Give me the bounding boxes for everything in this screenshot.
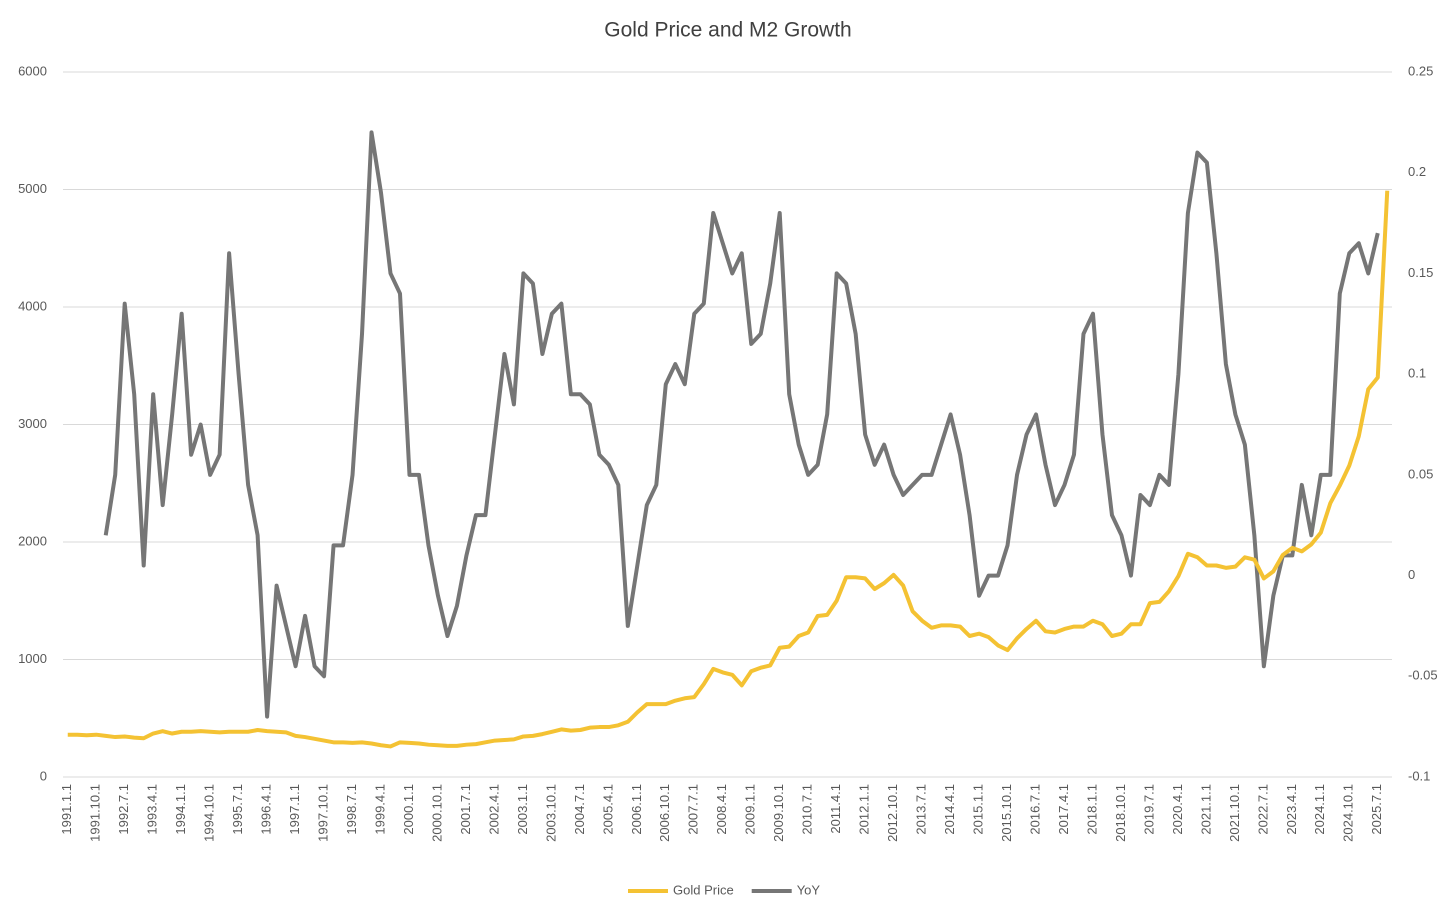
x-tick-label: 1997.1.1 <box>287 784 302 835</box>
x-tick-label: 1993.4.1 <box>145 784 160 835</box>
x-tick-label: 1991.10.1 <box>88 784 103 842</box>
x-tick-label: 2015.10.1 <box>999 784 1014 842</box>
x-tick-label: 2003.1.1 <box>515 784 530 835</box>
series-line <box>67 190 1390 749</box>
chart-title: Gold Price and M2 Growth <box>604 19 851 42</box>
x-tick-label: 1991.1.1 <box>59 784 74 835</box>
x-tick-label: 2017.4.1 <box>1056 784 1071 835</box>
x-tick-label: 2024.10.1 <box>1341 784 1356 842</box>
y2-tick-label: -0.1 <box>1408 768 1430 783</box>
x-tick-label: 2015.1.1 <box>970 784 985 835</box>
x-tick-label: 2000.10.1 <box>429 784 444 842</box>
x-tick-label: 1996.4.1 <box>259 784 274 835</box>
x-tick-label: 1999.4.1 <box>372 784 387 835</box>
y2-tick-label: 0.25 <box>1408 63 1433 78</box>
x-tick-label: 1997.10.1 <box>315 784 330 842</box>
x-tick-label: 2008.4.1 <box>714 784 729 835</box>
x-tick-label: 1995.7.1 <box>230 784 245 835</box>
x-tick-label: 2011.4.1 <box>828 784 843 834</box>
y-tick-label: 5000 <box>18 181 47 196</box>
x-tick-label: 2005.4.1 <box>600 784 615 835</box>
x-tick-label: 2021.10.1 <box>1227 784 1242 842</box>
y-tick-label: 2000 <box>18 533 47 548</box>
x-tick-label: 2025.7.1 <box>1369 784 1384 835</box>
y-tick-label: 1000 <box>18 651 47 666</box>
x-tick-label: 2006.1.1 <box>629 784 644 835</box>
x-tick-label: 2021.1.1 <box>1198 784 1213 835</box>
x-tick-label: 2014.4.1 <box>942 784 957 835</box>
x-tick-label: 2023.4.1 <box>1284 784 1299 835</box>
x-tick-label: 2004.7.1 <box>572 784 587 835</box>
y2-tick-label: 0.1 <box>1408 366 1426 381</box>
x-tick-label: 2013.7.1 <box>914 784 929 835</box>
x-tick-label: 2007.7.1 <box>686 784 701 835</box>
legend-label: YoY <box>797 882 821 897</box>
x-tick-label: 2018.10.1 <box>1113 784 1128 842</box>
x-tick-label: 1994.10.1 <box>202 784 217 842</box>
y2-tick-label: -0.05 <box>1408 668 1438 683</box>
y2-tick-label: 0.15 <box>1408 265 1433 280</box>
x-tick-label: 2002.4.1 <box>486 784 501 835</box>
y-tick-label: 6000 <box>18 63 47 78</box>
y2-tick-label: 0 <box>1408 567 1415 582</box>
x-tick-label: 2010.7.1 <box>800 784 815 835</box>
legend-label: Gold Price <box>673 882 734 897</box>
x-tick-label: 2022.7.1 <box>1255 784 1270 835</box>
x-tick-label: 2012.1.1 <box>857 784 872 835</box>
x-tick-label: 2000.1.1 <box>401 784 416 835</box>
x-tick-label: 2024.1.1 <box>1312 784 1327 835</box>
y-tick-label: 3000 <box>18 416 47 431</box>
x-tick-label: 2012.10.1 <box>885 784 900 842</box>
x-tick-label: 2001.7.1 <box>458 784 473 835</box>
x-tick-label: 2003.10.1 <box>543 784 558 842</box>
series-line <box>103 130 1380 719</box>
x-tick-label: 2009.1.1 <box>743 784 758 835</box>
x-tick-label: 2019.7.1 <box>1141 784 1156 835</box>
x-tick-label: 1992.7.1 <box>116 784 131 835</box>
y2-tick-label: 0.2 <box>1408 164 1426 179</box>
y-tick-label: 0 <box>40 768 47 783</box>
x-tick-label: 2006.10.1 <box>657 784 672 842</box>
x-tick-label: 1998.7.1 <box>344 784 359 835</box>
x-tick-label: 2018.1.1 <box>1084 784 1099 835</box>
y2-tick-label: 0.05 <box>1408 466 1433 481</box>
x-tick-label: 1994.1.1 <box>173 784 188 835</box>
y-tick-label: 4000 <box>18 298 47 313</box>
x-tick-label: 2020.4.1 <box>1170 784 1185 835</box>
x-tick-label: 2009.10.1 <box>771 784 786 842</box>
x-tick-label: 2016.7.1 <box>1027 784 1042 835</box>
